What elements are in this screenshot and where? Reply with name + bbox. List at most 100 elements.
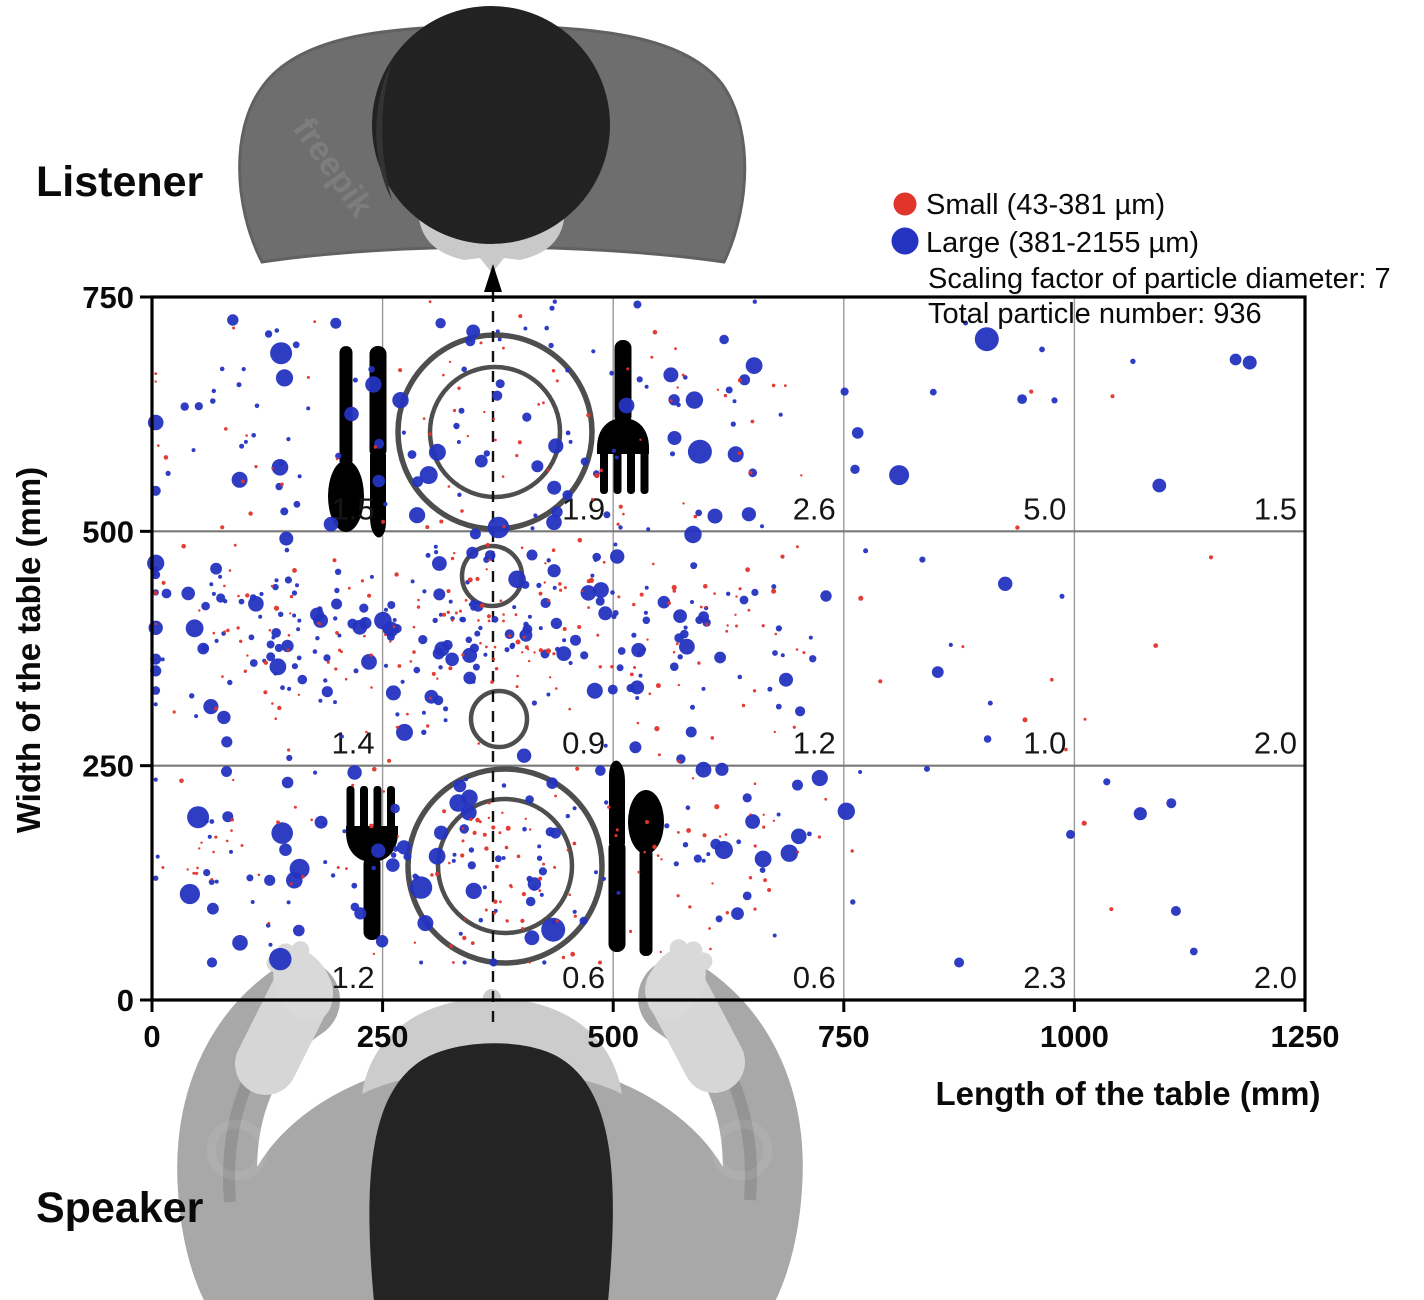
particle-small <box>397 664 402 668</box>
particle-large <box>421 729 427 735</box>
particle-large <box>633 300 642 309</box>
place-settings <box>328 332 664 966</box>
particle-large <box>726 591 731 596</box>
particle-small <box>161 866 165 869</box>
particle-large <box>1189 947 1198 956</box>
particle-large <box>383 663 389 668</box>
particle-large <box>452 852 457 857</box>
particle-small <box>602 560 606 564</box>
particle-small <box>681 373 685 377</box>
particle-large <box>725 386 733 394</box>
particle-small <box>494 438 497 442</box>
particle-small <box>546 468 550 472</box>
particle-small <box>773 730 776 734</box>
particle-large <box>390 803 400 814</box>
particle-large <box>495 379 505 389</box>
particle-large <box>314 815 328 829</box>
cell-value: 0.6 <box>793 960 836 995</box>
particle-large <box>185 619 204 638</box>
particle-large <box>153 572 158 577</box>
particle-small <box>428 432 432 436</box>
particle-small <box>334 667 338 671</box>
particle-small <box>270 584 274 588</box>
particle-small <box>452 408 457 413</box>
particle-small <box>485 542 490 548</box>
particle-small <box>446 610 450 614</box>
particle-large <box>690 562 698 570</box>
particle-large <box>342 829 347 834</box>
particle-large <box>459 616 465 623</box>
particle-large <box>292 341 300 349</box>
knife-icon <box>369 346 387 538</box>
particle-small <box>479 603 485 608</box>
particle-small <box>487 801 491 805</box>
particle-large <box>297 618 302 623</box>
particle-large <box>453 422 460 430</box>
particle-large <box>147 414 164 431</box>
particle-large <box>425 552 431 558</box>
particle-large <box>531 700 538 706</box>
particle-large <box>483 556 490 563</box>
particle-large <box>690 704 695 710</box>
y-tick-label: 0 <box>117 983 134 1018</box>
particle-large <box>428 847 446 865</box>
particle-large <box>337 633 342 638</box>
particle-small <box>172 710 176 714</box>
particle-large <box>745 357 763 374</box>
particle-large <box>538 626 543 631</box>
particle-large <box>422 589 427 594</box>
particle-small <box>547 598 551 603</box>
particle-large <box>504 629 515 639</box>
particle-small <box>487 816 491 820</box>
particle-small <box>210 878 214 881</box>
particle-large <box>468 847 475 853</box>
particle-small <box>491 825 496 830</box>
particle-small <box>154 622 157 626</box>
particle-small <box>450 945 453 949</box>
particle-small <box>484 846 489 851</box>
particle-small <box>487 619 491 623</box>
particle-small <box>232 778 235 782</box>
particle-small <box>293 805 297 809</box>
particle-large <box>385 685 401 701</box>
particle-large <box>595 596 605 606</box>
particle-large <box>1133 807 1147 821</box>
particle-small <box>398 368 403 373</box>
particle-small <box>555 379 559 383</box>
particle-large <box>1103 778 1111 786</box>
particle-large-notable <box>954 957 965 968</box>
particle-small <box>669 399 673 403</box>
particle-small <box>472 830 477 836</box>
particle-small <box>163 455 169 460</box>
particle-large <box>1152 478 1167 493</box>
particle-large <box>695 509 703 517</box>
particle-large <box>197 642 209 655</box>
particle-large <box>466 546 479 559</box>
particle-small <box>559 588 563 592</box>
particle-small <box>615 828 619 832</box>
particle-large <box>465 636 473 644</box>
particle-large <box>153 702 158 707</box>
particle-large <box>291 663 298 670</box>
particle-small <box>737 378 743 383</box>
particle-small <box>232 326 236 330</box>
particle-small <box>412 650 416 654</box>
particle-small <box>598 665 602 669</box>
particle-large <box>715 915 723 923</box>
particle-large <box>533 513 538 518</box>
particle-large <box>638 673 643 678</box>
particle-small <box>750 419 755 424</box>
particle-small <box>395 725 399 729</box>
particle-large <box>809 655 817 663</box>
particle-large <box>306 406 311 411</box>
particle-small <box>292 568 297 573</box>
particle-small <box>492 417 496 421</box>
particle-small <box>699 605 703 609</box>
particle-large <box>495 855 502 863</box>
particle-small <box>515 639 521 645</box>
particle-small <box>505 919 509 923</box>
particle-large <box>191 448 196 453</box>
particle-large <box>523 621 529 627</box>
particle-small <box>243 669 247 673</box>
particle-small <box>515 685 519 689</box>
